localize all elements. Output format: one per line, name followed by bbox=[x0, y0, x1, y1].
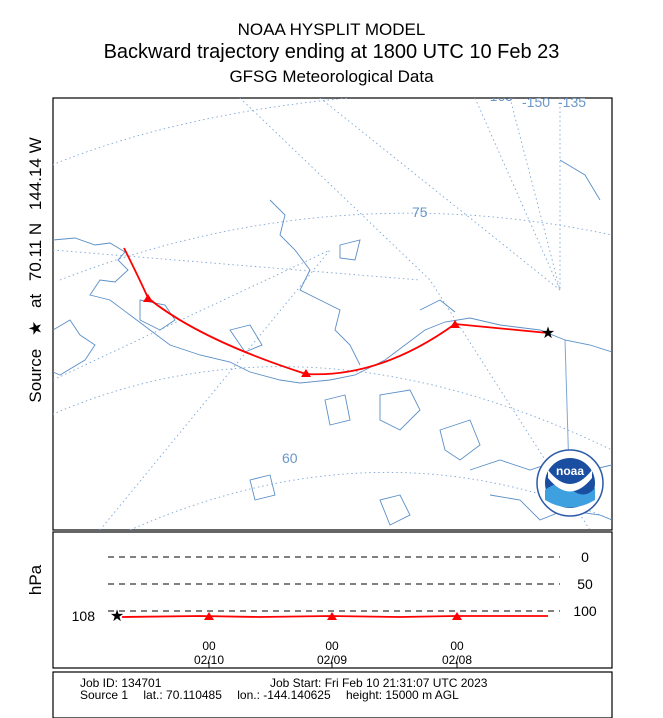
trajectory-marker-1 bbox=[143, 294, 153, 302]
height-marker-3 bbox=[452, 612, 462, 620]
height-marker-1 bbox=[204, 612, 214, 620]
level-label-0: 0 bbox=[581, 549, 589, 565]
time-tick-date-0: 02/10 bbox=[194, 653, 224, 667]
model-title: NOAA HYSPLIT MODEL bbox=[237, 20, 426, 39]
footer-frame bbox=[52, 671, 613, 718]
source-star-height: ★ bbox=[110, 608, 124, 625]
level-labels: 0 50 100 bbox=[573, 549, 597, 619]
lon-label-165: -165 bbox=[485, 88, 513, 104]
time-tick-date-2: 02/08 bbox=[442, 653, 472, 667]
start-value-label: 108 bbox=[72, 608, 96, 624]
trajectory-line bbox=[123, 247, 549, 376]
time-tick-date-1: 02/09 bbox=[317, 653, 347, 667]
source-info: Source 1 lat.: 70.110485 lon.: -144.1406… bbox=[80, 688, 471, 702]
trajectory-title: Backward trajectory ending at 1800 UTC 1… bbox=[103, 41, 560, 63]
lon-label-150: -150 bbox=[522, 94, 550, 110]
meteorological-data-title: GFSG Meteorological Data bbox=[229, 67, 434, 86]
map-frame bbox=[52, 97, 613, 531]
level-label-50: 50 bbox=[577, 576, 593, 592]
map-panel: ★ -165 -150 -135 75 60 noaa bbox=[52, 88, 613, 531]
trajectory-marker-2 bbox=[301, 369, 311, 377]
map-content: ★ -165 -150 -135 75 60 noaa bbox=[53, 88, 612, 530]
lon-label-135: -135 bbox=[558, 94, 586, 110]
height-trajectory-markers bbox=[204, 612, 462, 620]
job-start: Job Start: Fri Feb 10 21:31:07 UTC 2023 bbox=[270, 676, 488, 690]
source-height-value: height: 15000 m AGL bbox=[346, 688, 459, 702]
source-star-map: ★ bbox=[541, 325, 555, 342]
time-tick-hour-0: 00 bbox=[202, 639, 216, 653]
source-lon-value: lon.: -144.140625 bbox=[237, 688, 331, 702]
trajectory-markers bbox=[143, 294, 460, 377]
level-lines bbox=[108, 556, 560, 612]
noaa-logo-text: noaa bbox=[556, 464, 584, 478]
lat-label-75: 75 bbox=[412, 204, 428, 220]
time-tick-hour-2: 00 bbox=[450, 639, 464, 653]
longitude-grid bbox=[53, 98, 591, 530]
source-number: Source 1 bbox=[80, 688, 129, 702]
height-marker-2 bbox=[327, 612, 337, 620]
source-lat-value: lat.: 70.110485 bbox=[143, 688, 222, 702]
noaa-logo: noaa bbox=[536, 449, 604, 517]
trajectory-marker-3 bbox=[450, 320, 460, 328]
job-id: Job ID: 134701 bbox=[80, 676, 162, 690]
lat-label-60: 60 bbox=[282, 450, 298, 466]
level-label-100: 100 bbox=[573, 603, 597, 619]
time-tick-hour-1: 00 bbox=[325, 639, 339, 653]
